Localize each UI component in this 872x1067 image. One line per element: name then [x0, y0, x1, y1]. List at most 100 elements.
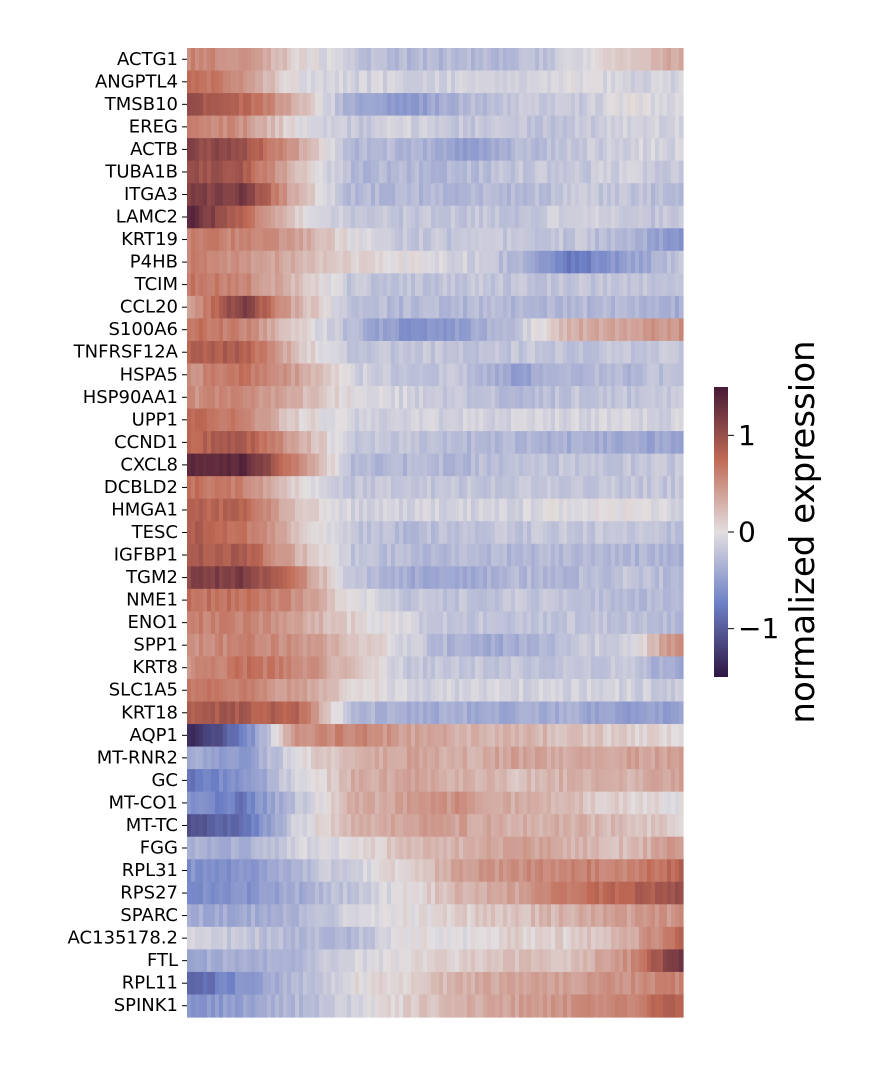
- heatmap-cell: [455, 543, 460, 567]
- heatmap-cell: [323, 791, 328, 815]
- heatmap-cell: [651, 138, 656, 162]
- heatmap-cell: [367, 926, 372, 950]
- heatmap-cell: [563, 904, 568, 928]
- heatmap-cell: [403, 633, 408, 658]
- heatmap-cell: [483, 791, 488, 815]
- heatmap-cell: [495, 93, 500, 117]
- heatmap-cell: [599, 904, 604, 928]
- heatmap-cell: [339, 791, 344, 815]
- heatmap-cell: [571, 678, 576, 703]
- heatmap-cell: [371, 408, 376, 432]
- heatmap-cell: [331, 386, 336, 410]
- heatmap-cell: [239, 566, 244, 590]
- heatmap-cell: [535, 205, 540, 229]
- heatmap-cell: [571, 48, 576, 72]
- heatmap-cell: [591, 588, 596, 612]
- heatmap-cell: [635, 273, 640, 297]
- heatmap-cell: [675, 791, 680, 815]
- heatmap-cell: [319, 93, 324, 117]
- heatmap-cell: [423, 48, 428, 72]
- heatmap-cell: [275, 859, 280, 883]
- heatmap-cell: [539, 769, 544, 793]
- heatmap-cell: [319, 791, 324, 815]
- heatmap-cell: [531, 138, 536, 162]
- heatmap-cell: [531, 250, 536, 274]
- heatmap-cell: [303, 656, 308, 680]
- heatmap-cell: [307, 205, 312, 229]
- heatmap-cell: [671, 205, 676, 229]
- heatmap-cell: [295, 859, 300, 883]
- heatmap-cell: [459, 656, 464, 680]
- heatmap-cell: [591, 881, 596, 905]
- heatmap-cell: [487, 836, 492, 860]
- heatmap-cell: [515, 633, 520, 658]
- heatmap-cell: [287, 228, 292, 252]
- heatmap-cell: [271, 859, 276, 883]
- heatmap-cell: [363, 633, 368, 658]
- heatmap-cell: [627, 769, 632, 793]
- heatmap-cell: [247, 678, 252, 703]
- heatmap-cell: [555, 791, 560, 815]
- heatmap-cell: [323, 904, 328, 928]
- heatmap-cell: [323, 656, 328, 680]
- heatmap-cell: [659, 521, 664, 545]
- heatmap-cell: [667, 814, 672, 838]
- heatmap-cell: [355, 340, 360, 365]
- heatmap-cell: [659, 318, 664, 342]
- heatmap-cell: [351, 701, 356, 725]
- heatmap-cell: [491, 678, 496, 703]
- heatmap-cell: [615, 138, 620, 162]
- heatmap-cell: [279, 678, 284, 703]
- heatmap-cell: [451, 746, 456, 770]
- heatmap-cell: [299, 48, 304, 72]
- heatmap-cell: [467, 408, 472, 432]
- heatmap-cell: [275, 633, 280, 658]
- heatmap-cell: [627, 746, 632, 770]
- heatmap-cell: [279, 926, 284, 950]
- heatmap-cell: [675, 295, 680, 320]
- heatmap-cell: [607, 791, 612, 815]
- heatmap-cell: [595, 656, 600, 680]
- heatmap-row: [187, 904, 684, 928]
- heatmap-cell: [203, 588, 208, 612]
- heatmap-cell: [271, 746, 276, 770]
- heatmap-cell: [331, 453, 336, 477]
- heatmap-cell: [351, 633, 356, 658]
- heatmap-cell: [271, 543, 276, 567]
- heatmap-cell: [295, 295, 300, 320]
- heatmap-cell: [567, 93, 572, 117]
- heatmap-cell: [199, 881, 204, 905]
- heatmap-cell: [379, 318, 384, 342]
- heatmap-cell: [423, 656, 428, 680]
- heatmap-cell: [327, 588, 332, 612]
- heatmap-cell: [335, 836, 340, 860]
- heatmap-cell: [239, 769, 244, 793]
- heatmap-cell: [435, 453, 440, 477]
- heatmap-cell: [243, 138, 248, 162]
- heatmap-cell: [527, 791, 532, 815]
- heatmap-cell: [259, 160, 264, 184]
- heatmap-cell: [227, 498, 232, 522]
- heatmap-cell: [359, 340, 364, 365]
- heatmap-cell: [551, 701, 556, 725]
- heatmap-cell: [591, 183, 596, 207]
- heatmap-cell: [523, 791, 528, 815]
- heatmap-cell: [427, 138, 432, 162]
- heatmap-cell: [551, 521, 556, 545]
- heatmap-cell: [503, 724, 508, 748]
- heatmap-cell: [363, 588, 368, 612]
- heatmap-cell: [387, 656, 392, 680]
- heatmap-cell: [375, 295, 380, 320]
- heatmap-cell: [243, 431, 248, 455]
- heatmap-cell: [375, 791, 380, 815]
- heatmap-cell: [343, 318, 348, 342]
- heatmap-cell: [671, 183, 676, 207]
- heatmap-cell: [379, 340, 384, 365]
- heatmap-cell: [247, 340, 252, 365]
- heatmap-cell: [411, 566, 416, 590]
- heatmap-cell: [655, 701, 660, 725]
- heatmap-cell: [255, 70, 260, 94]
- heatmap-cell: [543, 701, 548, 725]
- heatmap-cell: [639, 904, 644, 928]
- heatmap-cell: [283, 543, 288, 567]
